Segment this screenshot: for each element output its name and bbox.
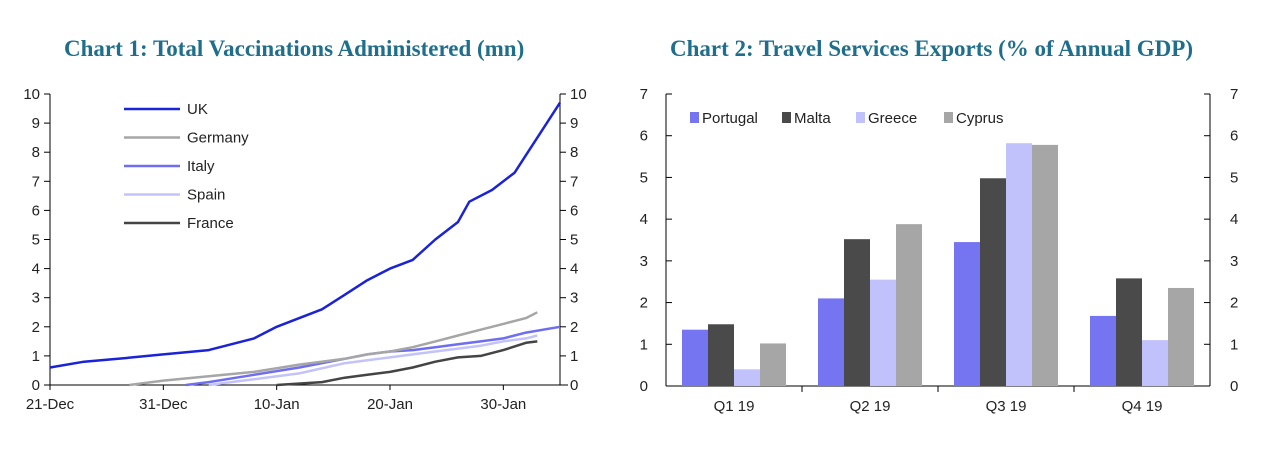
legend-label-spain: Spain: [187, 187, 225, 204]
bar-cyprus: [1168, 287, 1194, 386]
bar-portugal: [682, 329, 708, 386]
bar-cyprus: [760, 343, 786, 386]
x-tick-label: 20-Jan: [367, 396, 413, 413]
x-tick-label: Q3 19: [986, 398, 1027, 415]
x-tick-label: Q1 19: [714, 398, 755, 415]
right-y-tick-label: 1: [570, 348, 578, 365]
bar-malta: [1116, 278, 1142, 386]
left-y-tick-label: 9: [32, 115, 40, 132]
right-y-tick-label: 6: [570, 202, 578, 219]
bar-cyprus: [896, 224, 922, 386]
bar-cyprus: [1032, 144, 1058, 386]
x-tick-label: 21-Dec: [26, 396, 75, 413]
series-line-uk: [49, 102, 562, 369]
right-y-tick-label: 0: [1230, 378, 1238, 395]
right-y-tick-label: 7: [570, 173, 578, 190]
left-y-tick-label: 7: [32, 173, 40, 190]
legend-swatch-portugal: [690, 112, 699, 123]
left-y-tick-label: 10: [23, 86, 40, 103]
left-y-tick-label: 2: [640, 295, 648, 312]
left-y-tick-label: 7: [640, 86, 648, 103]
bar-portugal: [954, 242, 980, 386]
right-y-tick-label: 5: [570, 232, 578, 249]
right-y-tick-label: 7: [1230, 86, 1238, 103]
x-tick-label: Q4 19: [1122, 398, 1163, 415]
bar-greece: [734, 369, 760, 386]
left-y-tick-label: 4: [32, 261, 40, 278]
left-y-tick-label: 1: [640, 336, 648, 353]
right-y-tick-label: 6: [1230, 128, 1238, 145]
bar-portugal: [1090, 315, 1116, 386]
right-y-tick-label: 8: [570, 144, 578, 161]
legend-label-greece: Greece: [868, 110, 917, 127]
x-tick-label: 10-Jan: [254, 396, 300, 413]
left-y-tick-label: 5: [32, 232, 40, 249]
series-line-france: [276, 340, 538, 387]
x-tick-label: 31-Dec: [139, 396, 188, 413]
bar-malta: [844, 239, 870, 386]
left-y-tick-label: 6: [32, 202, 40, 219]
left-y-tick-label: 2: [32, 319, 40, 336]
legend-swatch-cyprus: [944, 112, 953, 123]
left-y-tick-label: 3: [640, 253, 648, 270]
legend-label-portugal: Portugal: [702, 110, 758, 127]
left-y-tick-label: 3: [32, 290, 40, 307]
bar-malta: [980, 178, 1006, 386]
right-y-tick-label: 4: [570, 261, 578, 278]
right-y-tick-label: 9: [570, 115, 578, 132]
legend-label-malta: Malta: [794, 110, 831, 127]
right-y-tick-label: 2: [1230, 295, 1238, 312]
left-y-tick-label: 4: [640, 211, 648, 228]
left-y-tick-label: 1: [32, 348, 40, 365]
legend-swatch-greece: [856, 112, 865, 123]
series-line-germany: [129, 311, 538, 387]
bar-greece: [1142, 340, 1168, 386]
bar-malta: [708, 324, 734, 386]
legend-label-italy: Italy: [187, 158, 215, 175]
legend-label-cyprus: Cyprus: [956, 110, 1004, 127]
series-line-spain: [208, 334, 538, 387]
chart-2-title: Chart 2: Travel Services Exports (% of A…: [670, 36, 1194, 61]
legend-label-germany: Germany: [187, 130, 249, 147]
legend-label-uk: UK: [187, 101, 208, 118]
right-y-tick-label: 0: [570, 377, 578, 394]
left-y-tick-label: 0: [640, 378, 648, 395]
legend-label-france: France: [187, 215, 234, 232]
series-line-italy: [185, 325, 561, 387]
x-tick-label: Q2 19: [850, 398, 891, 415]
vaccinations-line-chart: 0 0 1 1 2 2 3 3 4 4 5 5 6 6 7 7 8 8 9 9 10 10 21-Dec 31-Dec 10-J…: [23, 86, 587, 413]
left-y-tick-label: 6: [640, 128, 648, 145]
x-tick-label: 30-Jan: [480, 396, 526, 413]
right-y-tick-label: 10: [570, 86, 587, 103]
right-y-tick-label: 3: [570, 290, 578, 307]
right-y-tick-label: 4: [1230, 211, 1238, 228]
right-y-tick-label: 3: [1230, 253, 1238, 270]
bar-greece: [1006, 143, 1032, 386]
legend-swatch-malta: [782, 112, 791, 123]
right-y-tick-label: 2: [570, 319, 578, 336]
bar-portugal: [818, 298, 844, 386]
bar-greece: [870, 279, 896, 386]
right-y-tick-label: 5: [1230, 169, 1238, 186]
chart-1-title: Chart 1: Total Vaccinations Administered…: [64, 36, 525, 61]
right-y-tick-label: 1: [1230, 336, 1238, 353]
left-y-tick-label: 5: [640, 169, 648, 186]
left-y-tick-label: 8: [32, 144, 40, 161]
left-y-tick-label: 0: [32, 377, 40, 394]
